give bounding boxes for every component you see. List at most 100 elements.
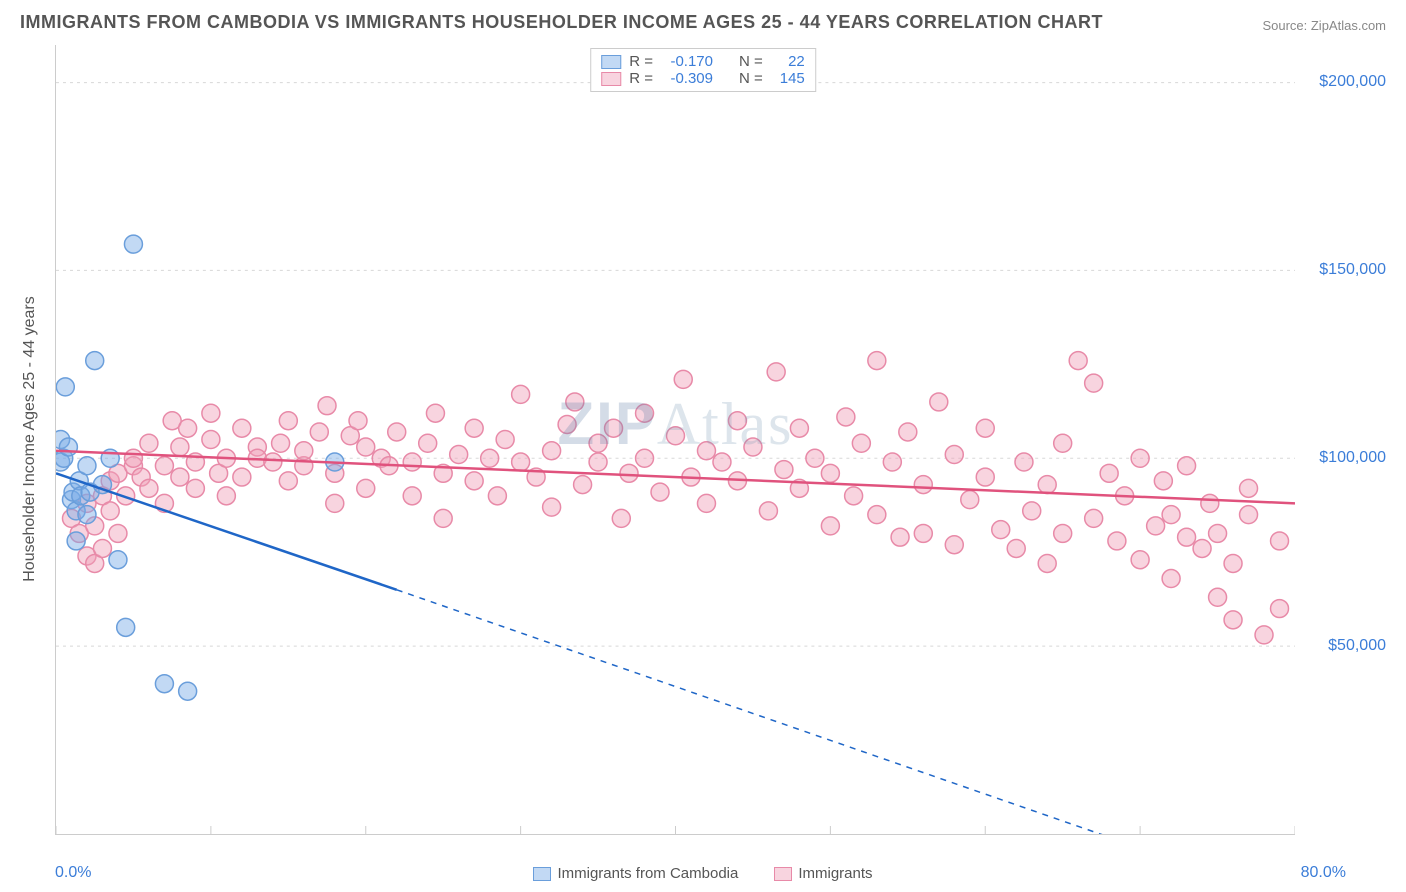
scatter-plot: ZIPAtlas xyxy=(55,45,1295,835)
point-immigrants xyxy=(697,442,715,460)
y-tick-label: $100,000 xyxy=(1319,449,1386,467)
point-immigrants xyxy=(945,446,963,464)
y-tick-label: $150,000 xyxy=(1319,261,1386,279)
point-immigrants xyxy=(202,431,220,449)
point-immigrants xyxy=(109,524,127,542)
trendline-ext-cambodia xyxy=(397,590,1295,834)
point-immigrants xyxy=(930,393,948,411)
point-immigrants xyxy=(1007,539,1025,557)
point-cambodia xyxy=(155,675,173,693)
point-immigrants xyxy=(837,408,855,426)
legend-row-immigrants: R = -0.309 N = 145 xyxy=(601,70,805,87)
point-immigrants xyxy=(767,363,785,381)
point-immigrants xyxy=(1038,554,1056,572)
legend-n-label: N = xyxy=(739,70,763,87)
point-immigrants xyxy=(845,487,863,505)
y-tick-label: $50,000 xyxy=(1328,637,1386,655)
point-cambodia xyxy=(56,378,74,396)
point-immigrants xyxy=(1131,551,1149,569)
legend-swatch xyxy=(533,867,551,881)
point-immigrants xyxy=(326,494,344,512)
point-immigrants xyxy=(426,404,444,422)
point-immigrants xyxy=(976,468,994,486)
legend-n-value: 145 xyxy=(771,70,805,87)
point-immigrants xyxy=(1162,506,1180,524)
point-immigrants xyxy=(1271,532,1289,550)
point-immigrants xyxy=(1054,524,1072,542)
point-cambodia xyxy=(78,457,96,475)
point-immigrants xyxy=(775,461,793,479)
point-immigrants xyxy=(589,434,607,452)
point-immigrants xyxy=(155,457,173,475)
point-immigrants xyxy=(744,438,762,456)
point-immigrants xyxy=(1271,600,1289,618)
point-immigrants xyxy=(357,479,375,497)
point-immigrants xyxy=(1100,464,1118,482)
legend-r-label: R = xyxy=(629,53,653,70)
point-immigrants xyxy=(388,423,406,441)
point-immigrants xyxy=(1178,457,1196,475)
point-immigrants xyxy=(318,397,336,415)
bottom-legend-item-immigrants: Immigrants xyxy=(774,865,872,882)
point-cambodia xyxy=(117,618,135,636)
plot-svg xyxy=(56,45,1295,834)
legend-swatch xyxy=(601,55,621,69)
point-immigrants xyxy=(852,434,870,452)
point-cambodia xyxy=(124,235,142,253)
point-immigrants xyxy=(636,449,654,467)
point-immigrants xyxy=(1131,449,1149,467)
point-immigrants xyxy=(1193,539,1211,557)
point-immigrants xyxy=(697,494,715,512)
point-immigrants xyxy=(759,502,777,520)
point-immigrants xyxy=(1209,524,1227,542)
point-immigrants xyxy=(574,476,592,494)
point-immigrants xyxy=(512,385,530,403)
point-immigrants xyxy=(1085,374,1103,392)
y-tick-label: $200,000 xyxy=(1319,73,1386,91)
point-immigrants xyxy=(1224,611,1242,629)
point-immigrants xyxy=(179,419,197,437)
point-immigrants xyxy=(465,472,483,490)
point-immigrants xyxy=(636,404,654,422)
point-cambodia xyxy=(109,551,127,569)
point-immigrants xyxy=(403,487,421,505)
point-cambodia xyxy=(179,682,197,700)
point-immigrants xyxy=(1054,434,1072,452)
legend-n-value: 22 xyxy=(771,53,805,70)
point-immigrants xyxy=(713,453,731,471)
point-immigrants xyxy=(1015,453,1033,471)
point-immigrants xyxy=(419,434,437,452)
point-immigrants xyxy=(976,419,994,437)
point-immigrants xyxy=(612,509,630,527)
series-legend: Immigrants from CambodiaImmigrants xyxy=(0,865,1406,882)
point-cambodia xyxy=(67,532,85,550)
point-immigrants xyxy=(945,536,963,554)
point-immigrants xyxy=(1224,554,1242,572)
point-immigrants xyxy=(1147,517,1165,535)
point-immigrants xyxy=(450,446,468,464)
point-immigrants xyxy=(667,427,685,445)
point-immigrants xyxy=(357,438,375,456)
point-immigrants xyxy=(790,419,808,437)
point-immigrants xyxy=(868,352,886,370)
point-immigrants xyxy=(543,442,561,460)
point-immigrants xyxy=(496,431,514,449)
point-immigrants xyxy=(140,434,158,452)
point-immigrants xyxy=(264,453,282,471)
point-immigrants xyxy=(217,487,235,505)
point-immigrants xyxy=(310,423,328,441)
point-immigrants xyxy=(202,404,220,422)
y-axis-label: Householder Income Ages 25 - 44 years xyxy=(21,289,39,589)
correlation-legend: R = -0.170 N = 22 R = -0.309 N = 145 xyxy=(590,48,816,92)
point-immigrants xyxy=(140,479,158,497)
point-immigrants xyxy=(821,517,839,535)
point-immigrants xyxy=(1162,570,1180,588)
point-immigrants xyxy=(1240,506,1258,524)
point-immigrants xyxy=(101,502,119,520)
point-immigrants xyxy=(651,483,669,501)
point-immigrants xyxy=(279,472,297,490)
legend-r-label: R = xyxy=(629,70,653,87)
point-immigrants xyxy=(868,506,886,524)
point-immigrants xyxy=(488,487,506,505)
point-immigrants xyxy=(914,524,932,542)
